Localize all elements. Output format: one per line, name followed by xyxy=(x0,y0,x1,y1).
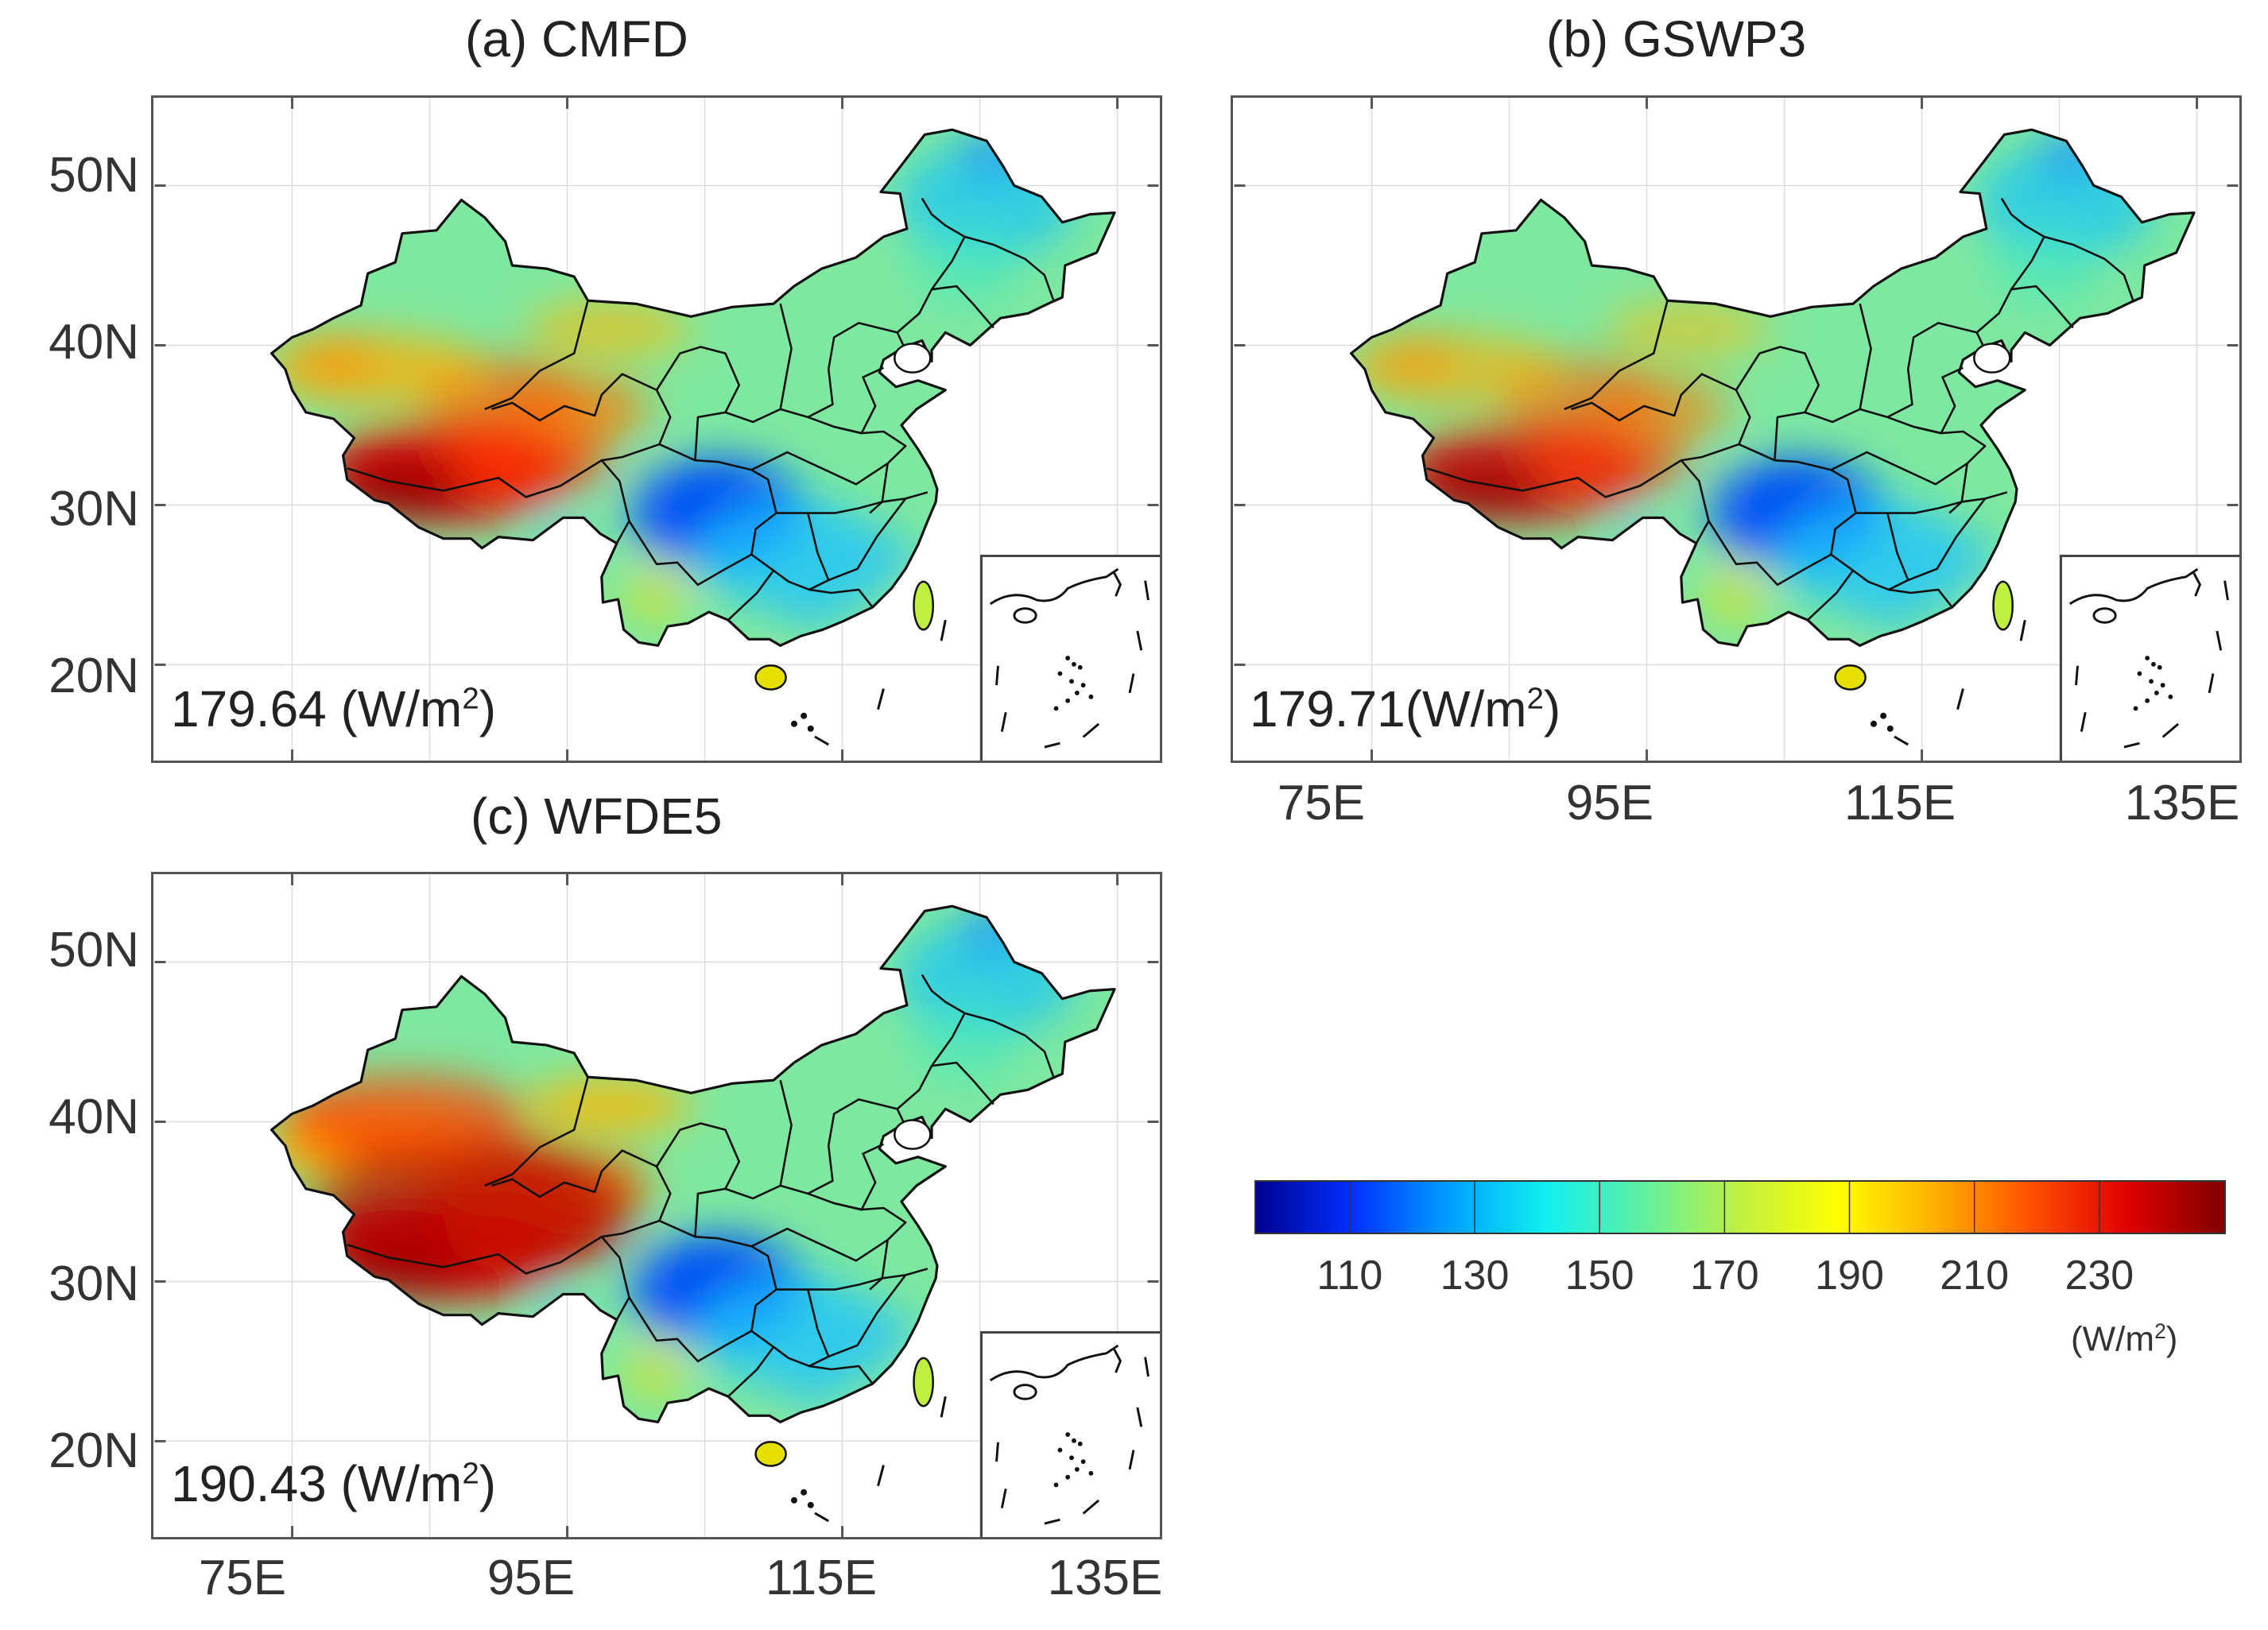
panel-b-bohai-sea xyxy=(1973,343,2011,374)
panel-b-mean-unit: (W/m2) xyxy=(1405,680,1561,738)
lat-label-30n-c: 30N xyxy=(48,1256,139,1311)
lon-label-115e-c: 115E xyxy=(765,1551,878,1605)
panel-a-mean-value: 179.64 xyxy=(171,680,327,738)
panel-a-mean-label: 179.64 (W/m2) xyxy=(171,679,496,738)
lon-label-115e-b: 115E xyxy=(1843,776,1956,830)
lon-label-95e-c: 95E xyxy=(487,1551,576,1605)
panel-a-inset-svg xyxy=(989,567,1150,749)
panel-c-hainan xyxy=(754,1441,787,1467)
colorbar-tick-label-170: 170 xyxy=(1689,1253,1759,1299)
panel-b-map xyxy=(1231,95,2242,763)
colorbar-tick-label-210: 210 xyxy=(1940,1253,2010,1299)
panel-a-mean-unit: (W/m2) xyxy=(340,680,497,738)
panel-a-hainan xyxy=(754,664,787,691)
lon-label-95e-b: 95E xyxy=(1565,776,1654,830)
lat-label-20n-a: 20N xyxy=(48,649,139,703)
panel-a-south-china-sea-inset xyxy=(980,555,1160,761)
lat-label-50n-a: 50N xyxy=(48,148,139,203)
panel-a-bohai-sea xyxy=(894,343,932,374)
panel-c-national-border xyxy=(269,904,1116,1423)
colorbar-tick-label-190: 190 xyxy=(1815,1253,1884,1299)
panel-c-south-china-sea-inset xyxy=(980,1331,1160,1537)
panel-a-national-border xyxy=(269,128,1116,647)
lon-label-75e-c: 75E xyxy=(198,1551,287,1605)
panel-b-south-china-sea-inset xyxy=(2060,555,2239,761)
lat-label-30n-a: 30N xyxy=(48,482,139,536)
lat-label-50n-c: 50N xyxy=(48,923,139,978)
panel-b-mean-label: 179.71(W/m2) xyxy=(1250,679,1560,738)
lon-label-135e-c: 135E xyxy=(1047,1551,1163,1605)
panel-b-taiwan xyxy=(1992,580,2014,631)
lon-label-75e-b: 75E xyxy=(1277,776,1366,830)
colorbar-tick-label-130: 130 xyxy=(1440,1253,1510,1299)
panel-b-hainan xyxy=(1834,664,1867,691)
colorbar-tick-label-230: 230 xyxy=(2064,1253,2134,1299)
panel-b-title: (b) GSWP3 xyxy=(1546,10,1807,68)
lat-label-20n-c: 20N xyxy=(48,1423,139,1478)
colorbar xyxy=(1254,1180,2226,1234)
panel-c-inset-svg xyxy=(989,1344,1150,1525)
panel-c-map xyxy=(151,872,1162,1539)
panel-a-title: (a) CMFD xyxy=(465,10,688,68)
panel-b-mean-value: 179.71 xyxy=(1250,680,1405,738)
lat-label-40n-c: 40N xyxy=(48,1090,139,1144)
colorbar-unit: (W/m2) xyxy=(2071,1319,2178,1359)
colorbar-tick-label-110: 110 xyxy=(1316,1253,1383,1299)
panel-b-radiation-field xyxy=(1351,130,2195,646)
panel-c-map-svg xyxy=(154,874,1159,1537)
colorbar-tick-label-150: 150 xyxy=(1564,1253,1634,1299)
panel-b-national-border xyxy=(1349,128,2196,647)
panel-c-mean-label: 190.43 (W/m2) xyxy=(171,1454,496,1513)
colorbar-gradient xyxy=(1256,1182,2224,1233)
panel-a-map xyxy=(151,95,1162,763)
panel-c-mean-value: 190.43 xyxy=(171,1455,327,1512)
lon-label-135e-b: 135E xyxy=(2124,776,2240,830)
panel-c-title: (c) WFDE5 xyxy=(471,788,723,845)
panel-a-map-svg xyxy=(154,98,1159,761)
panel-a-taiwan xyxy=(913,580,934,631)
panel-c-mean-unit: (W/m2) xyxy=(340,1455,497,1512)
lat-label-40n-a: 40N xyxy=(48,315,139,370)
panel-b-inset-svg xyxy=(2068,567,2229,749)
panel-c-bohai-sea xyxy=(894,1119,932,1150)
panel-c-taiwan xyxy=(913,1357,934,1407)
panel-b-map-svg xyxy=(1234,98,2239,761)
